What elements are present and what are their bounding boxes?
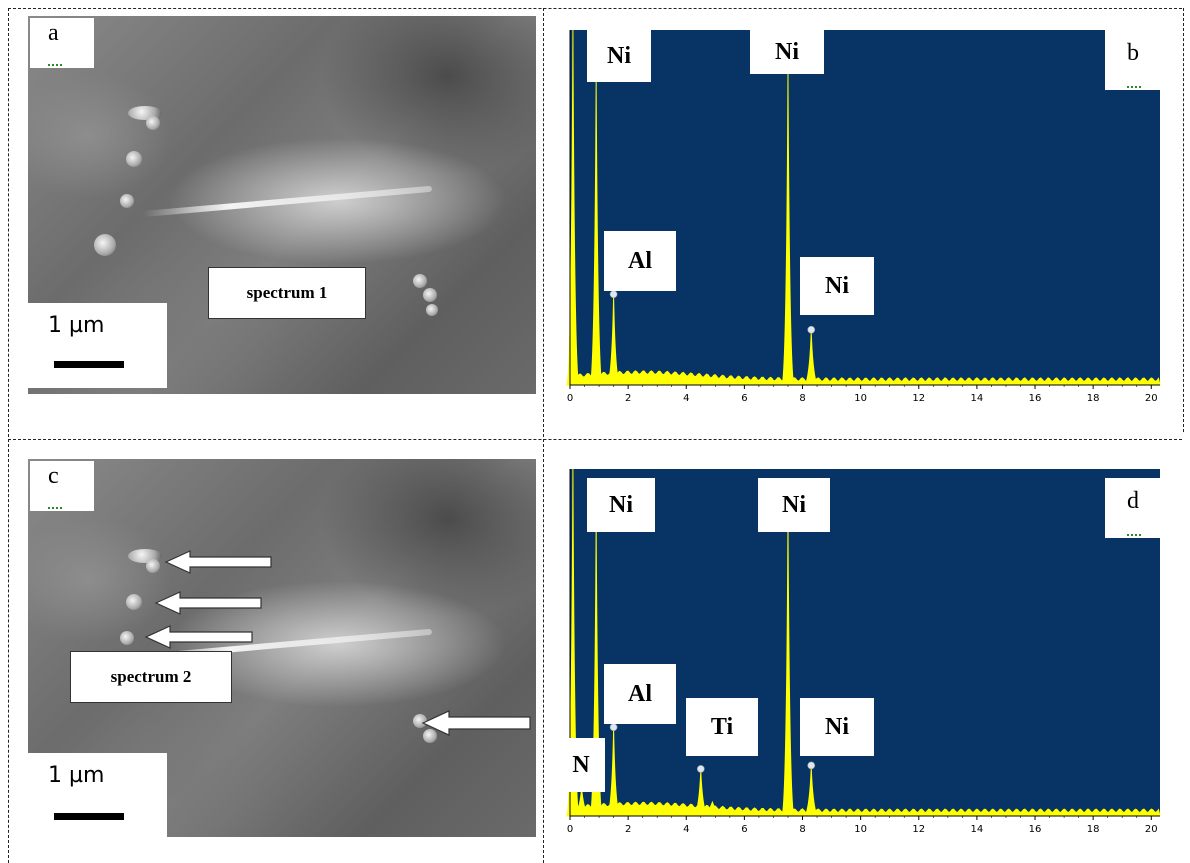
panel-letter-c: c bbox=[30, 461, 94, 511]
eds-plot-area bbox=[570, 469, 1160, 816]
arrow-icon bbox=[421, 710, 531, 736]
peak-label-d-ti: Ti bbox=[686, 698, 758, 756]
eds-x-tick-label: 14 bbox=[971, 393, 984, 404]
panel-letter-b: b bbox=[1105, 30, 1170, 90]
eds-x-tick-label: 6 bbox=[741, 824, 747, 835]
eds-svg-b: 0 2 4 6 8 10 12 14 16 18 20 bbox=[566, 30, 1161, 404]
eds-peak-marker bbox=[609, 723, 618, 732]
eds-x-tick-label: 16 bbox=[1029, 824, 1042, 835]
eds-peak bbox=[705, 800, 720, 817]
eds-x-tick-label: 10 bbox=[854, 824, 867, 835]
eds-x-tick-label: 16 bbox=[1029, 393, 1042, 404]
panel-letter-a: a bbox=[30, 18, 94, 68]
eds-x-tick-label: 0 bbox=[567, 824, 573, 835]
spectrum-1-label: spectrum 1 bbox=[208, 267, 366, 319]
scale-label-c: 1 µm bbox=[48, 763, 105, 788]
eds-x-tick-label: 4 bbox=[683, 824, 689, 835]
eds-x-tick-label: 20 bbox=[1145, 393, 1158, 404]
grid-border-top bbox=[8, 8, 1182, 9]
eds-x-tick-label: 20 bbox=[1145, 824, 1158, 835]
eds-peak-marker bbox=[807, 325, 816, 334]
eds-svg-d: 0 2 4 6 8 10 12 14 16 18 20 bbox=[566, 469, 1161, 835]
eds-x-tick-label: 2 bbox=[625, 824, 631, 835]
eds-x-tick-label: 18 bbox=[1087, 393, 1100, 404]
eds-x-tick-label: 8 bbox=[799, 393, 805, 404]
scale-label-a: 1 µm bbox=[48, 313, 105, 338]
eds-chart-b: 0 2 4 6 8 10 12 14 16 18 20 bbox=[565, 30, 1170, 410]
peak-label-d-n: N bbox=[557, 738, 605, 792]
arrow-icon bbox=[164, 550, 272, 574]
eds-x-tick-label: 0 bbox=[567, 393, 573, 404]
eds-x-tick-label: 14 bbox=[971, 824, 984, 835]
eds-x-tick-label: 8 bbox=[799, 824, 805, 835]
peak-label-d-ni-1: Ni bbox=[587, 478, 655, 532]
peak-label-al: Al bbox=[604, 231, 676, 291]
scale-bar-a bbox=[54, 361, 124, 368]
peak-label-ni-3: Ni bbox=[800, 257, 874, 315]
eds-chart-d: 0 2 4 6 8 10 12 14 16 18 20 bbox=[565, 469, 1170, 841]
eds-x-tick-label: 2 bbox=[625, 393, 631, 404]
eds-x-tick-label: 18 bbox=[1087, 824, 1100, 835]
scale-bar-c bbox=[54, 813, 124, 820]
eds-x-tick-label: 12 bbox=[912, 824, 925, 835]
arrow-icon bbox=[144, 625, 253, 649]
eds-peak-marker bbox=[609, 290, 618, 299]
arrow-icon bbox=[154, 591, 262, 615]
peak-label-d-al: Al bbox=[604, 664, 676, 724]
eds-x-tick-label: 10 bbox=[854, 393, 867, 404]
eds-x-tick-label: 6 bbox=[741, 393, 747, 404]
grid-border-left bbox=[8, 8, 9, 863]
eds-plot-area bbox=[570, 30, 1160, 385]
spectrum-2-label: spectrum 2 bbox=[70, 651, 232, 703]
scale-box-a: 1 µm bbox=[28, 303, 167, 388]
grid-divider-vertical bbox=[543, 8, 544, 863]
grid-border-right bbox=[1183, 8, 1184, 432]
peak-label-ni-1: Ni bbox=[587, 30, 651, 82]
eds-x-tick-label: 4 bbox=[683, 393, 689, 404]
scale-box-c: 1 µm bbox=[28, 753, 167, 837]
panel-letter-d: d bbox=[1105, 478, 1170, 538]
peak-label-ni-2: Ni bbox=[750, 30, 824, 74]
grid-divider-horizontal bbox=[8, 439, 1182, 440]
peak-label-d-ni-2: Ni bbox=[758, 478, 830, 532]
eds-x-tick-label: 12 bbox=[912, 393, 925, 404]
eds-peak-marker bbox=[807, 761, 816, 770]
eds-background-signal bbox=[569, 801, 1161, 817]
eds-background-signal bbox=[569, 370, 1161, 386]
peak-label-d-ni-3: Ni bbox=[800, 698, 874, 756]
eds-peak-marker bbox=[696, 765, 705, 773]
